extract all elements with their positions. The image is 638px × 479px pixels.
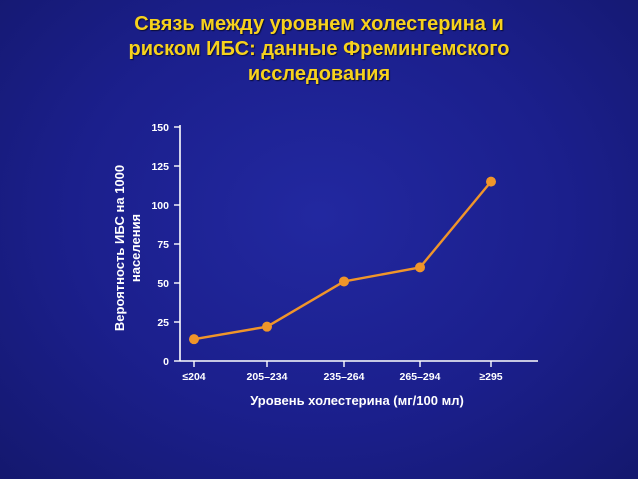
axes: [179, 125, 538, 362]
y-tick-label: 0: [163, 356, 169, 368]
title-line-1: Связь между уровнем холестерина и: [134, 13, 504, 35]
x-axis-label: Уровень холестерина (мг/100 мл): [250, 393, 464, 408]
x-ticks: ≤204 205–234 235–264 265–294 ≥295: [182, 361, 503, 383]
y-tick-label: 125: [151, 161, 169, 173]
x-tick-label: ≥295: [479, 371, 502, 383]
y-tick-label: 150: [151, 122, 169, 134]
chart-title: Связь между уровнем холестерина и риском…: [0, 12, 638, 87]
y-axis-label-line-1: Вероятность ИБС на 1000: [112, 165, 127, 331]
series-line: [189, 176, 496, 345]
y-tick-label: 25: [157, 317, 169, 329]
x-tick-label: ≤204: [182, 371, 205, 383]
y-axis-label-line-2: населения: [128, 214, 143, 282]
series-polyline: [193, 180, 492, 341]
y-ticks: 0 25 50 75 100 125 150: [151, 122, 180, 368]
y-tick-label: 100: [151, 200, 169, 212]
x-tick-label: 235–264: [324, 371, 365, 383]
x-tick-label: 265–294: [400, 371, 441, 383]
y-tick-label: 50: [157, 278, 169, 290]
y-tick-label: 75: [157, 239, 169, 251]
data-point: [339, 276, 349, 287]
x-tick-label: 205–234: [247, 371, 288, 383]
data-point: [262, 321, 272, 332]
data-point: [486, 176, 496, 187]
data-point: [189, 334, 199, 345]
data-point: [415, 262, 425, 273]
title-line-3: исследования: [247, 63, 391, 85]
title-line-2: риском ИБС: данные Фремингемского: [128, 38, 510, 60]
